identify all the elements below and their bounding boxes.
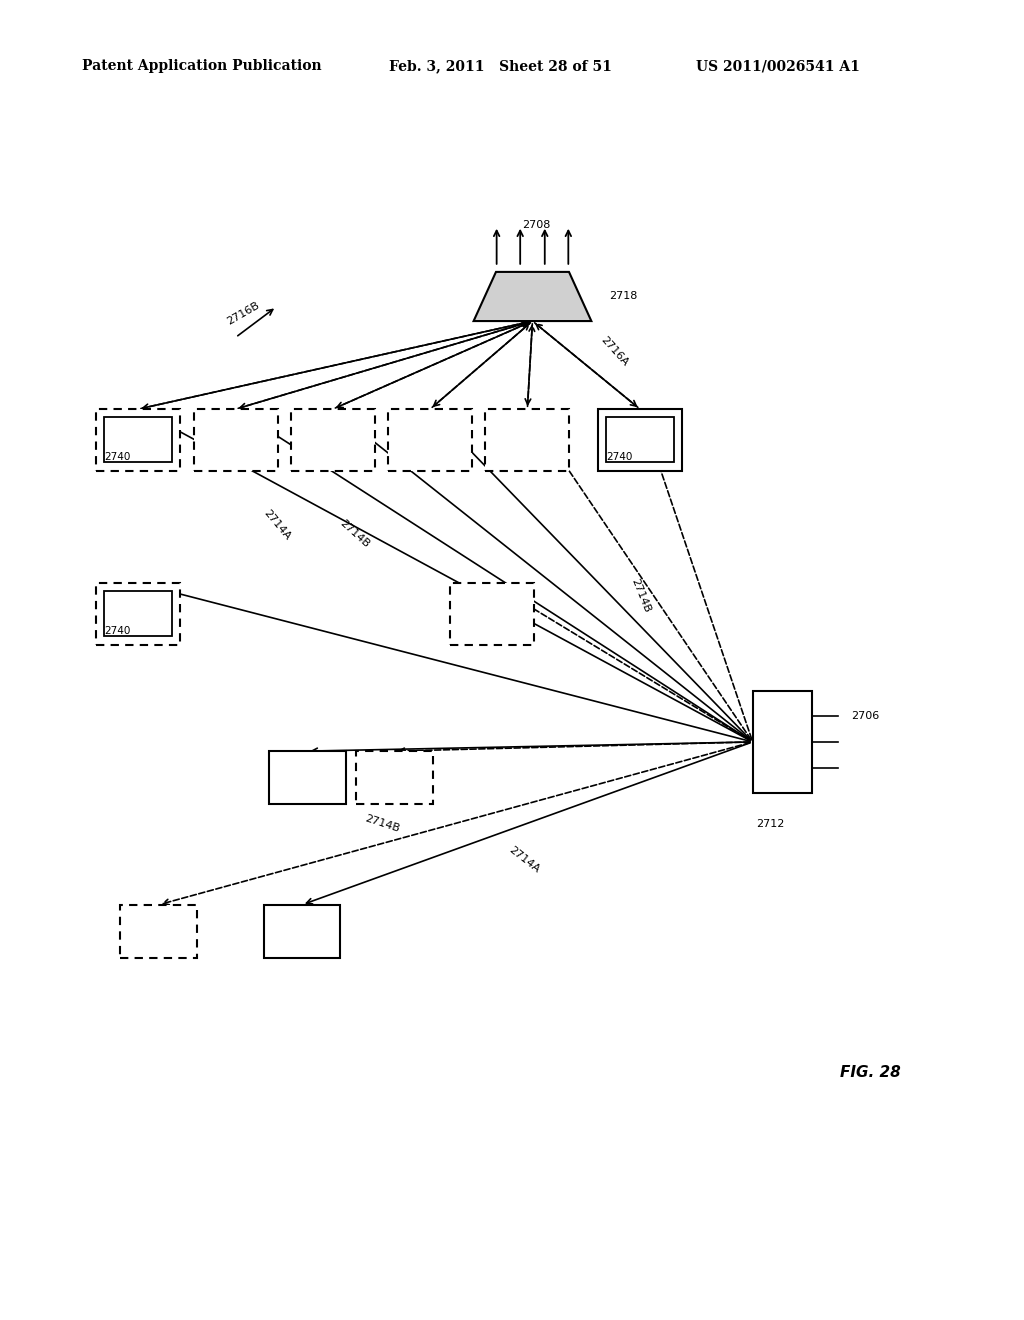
Bar	[96, 583, 180, 644]
Bar	[96, 409, 180, 470]
Bar	[388, 409, 472, 470]
Text: 2706: 2706	[851, 711, 880, 721]
Bar	[104, 417, 172, 462]
Text: 2712: 2712	[757, 818, 784, 829]
Bar	[104, 591, 172, 636]
Bar	[194, 409, 278, 470]
Bar	[268, 751, 346, 804]
Text: 2740: 2740	[606, 453, 633, 462]
Bar	[485, 409, 569, 470]
Bar	[606, 417, 674, 462]
Text: 2714A: 2714A	[507, 845, 542, 875]
Text: US 2011/0026541 A1: US 2011/0026541 A1	[696, 59, 860, 74]
Bar	[598, 409, 682, 470]
Text: Patent Application Publication: Patent Application Publication	[82, 59, 322, 74]
Text: 2740: 2740	[104, 627, 131, 636]
Polygon shape	[473, 272, 592, 321]
Text: 2716B: 2716B	[225, 301, 261, 327]
Bar	[753, 690, 812, 793]
Text: 2740: 2740	[104, 453, 131, 462]
Text: 2714B: 2714B	[630, 577, 652, 614]
Text: 2718: 2718	[609, 292, 638, 301]
Text: 2714A: 2714A	[261, 508, 292, 543]
Bar	[264, 904, 340, 958]
Bar	[356, 751, 433, 804]
Text: Feb. 3, 2011   Sheet 28 of 51: Feb. 3, 2011 Sheet 28 of 51	[389, 59, 612, 74]
Bar	[291, 409, 375, 470]
Text: 2714B: 2714B	[338, 517, 372, 549]
Text: 2716A: 2716A	[599, 335, 631, 368]
Text: FIG. 28: FIG. 28	[840, 1065, 900, 1080]
Text: 2714B: 2714B	[364, 813, 400, 834]
Text: 2708: 2708	[522, 220, 551, 230]
Bar	[450, 583, 534, 644]
Bar	[121, 904, 197, 958]
